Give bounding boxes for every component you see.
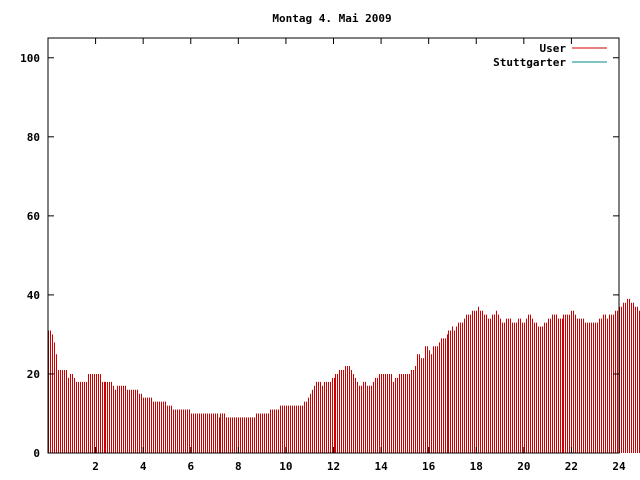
axis-ticks (48, 38, 620, 454)
x-tick-label: 24 (612, 460, 626, 473)
y-tick-label: 40 (27, 289, 40, 302)
chart-title: Montag 4. Mai 2009 (272, 12, 391, 25)
x-tick-label: 4 (140, 460, 147, 473)
bar-series-user (48, 298, 640, 453)
legend: User Stuttgarter (493, 42, 607, 69)
x-tick-label: 6 (187, 460, 194, 473)
x-tick-label: 16 (422, 460, 436, 473)
x-tick-label: 10 (279, 460, 292, 473)
x-tick-label: 18 (470, 460, 483, 473)
x-tick-label: 8 (235, 460, 242, 473)
x-axis-labels: 2 4 6 8 10 12 14 16 18 20 22 24 (92, 460, 626, 473)
y-tick-label: 100 (20, 52, 40, 65)
legend-label-user: User (540, 42, 567, 55)
y-tick-label: 80 (27, 131, 40, 144)
x-tick-label: 12 (327, 460, 340, 473)
y-axis-labels: 0 20 40 60 80 100 (20, 52, 40, 460)
x-tick-label: 2 (92, 460, 99, 473)
y-tick-label: 60 (27, 210, 40, 223)
y-tick-label: 0 (33, 447, 40, 460)
y-tick-label: 20 (27, 368, 40, 381)
x-tick-label: 20 (517, 460, 530, 473)
x-tick-label: 22 (565, 460, 578, 473)
x-tick-label: 14 (374, 460, 388, 473)
legend-label-stuttgarter: Stuttgarter (493, 56, 566, 69)
